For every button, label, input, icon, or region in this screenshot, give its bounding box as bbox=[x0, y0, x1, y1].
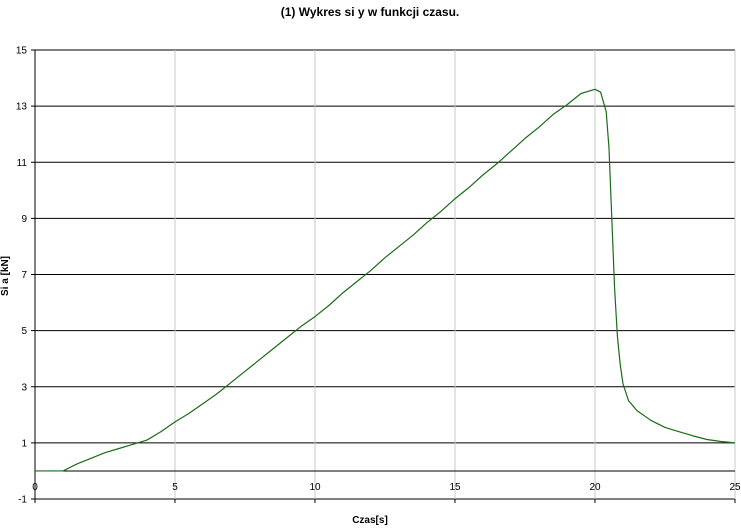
series-group bbox=[35, 88, 736, 472]
x-tick-label: 25 bbox=[729, 482, 741, 493]
series-line-0 bbox=[35, 88, 736, 472]
y-tick-label: 11 bbox=[17, 158, 28, 169]
y-tick-label: 15 bbox=[16, 46, 28, 57]
x-tick-label: 10 bbox=[309, 482, 321, 493]
x-tick-label: 15 bbox=[449, 482, 461, 493]
x-tick-label: 20 bbox=[589, 482, 601, 493]
y-tick-label: 9 bbox=[21, 214, 27, 225]
y-tick-label: 1 bbox=[21, 438, 27, 449]
y-tick-label: -1 bbox=[18, 495, 27, 506]
y-tick-label: 3 bbox=[21, 382, 27, 393]
x-tick-label: 0 bbox=[32, 482, 38, 493]
chart-title: (1) Wykres si y w funkcji czasu. bbox=[281, 5, 460, 19]
x-axis-label: Czas[s] bbox=[352, 515, 388, 526]
y-tick-label: 5 bbox=[21, 326, 27, 337]
x-tick-label: 5 bbox=[172, 482, 178, 493]
y-axis-label: Si a [kN] bbox=[0, 256, 11, 296]
axes bbox=[31, 49, 736, 503]
y-tick-label: 13 bbox=[16, 102, 28, 113]
grid bbox=[35, 49, 735, 500]
y-tick-label: 7 bbox=[21, 270, 27, 281]
